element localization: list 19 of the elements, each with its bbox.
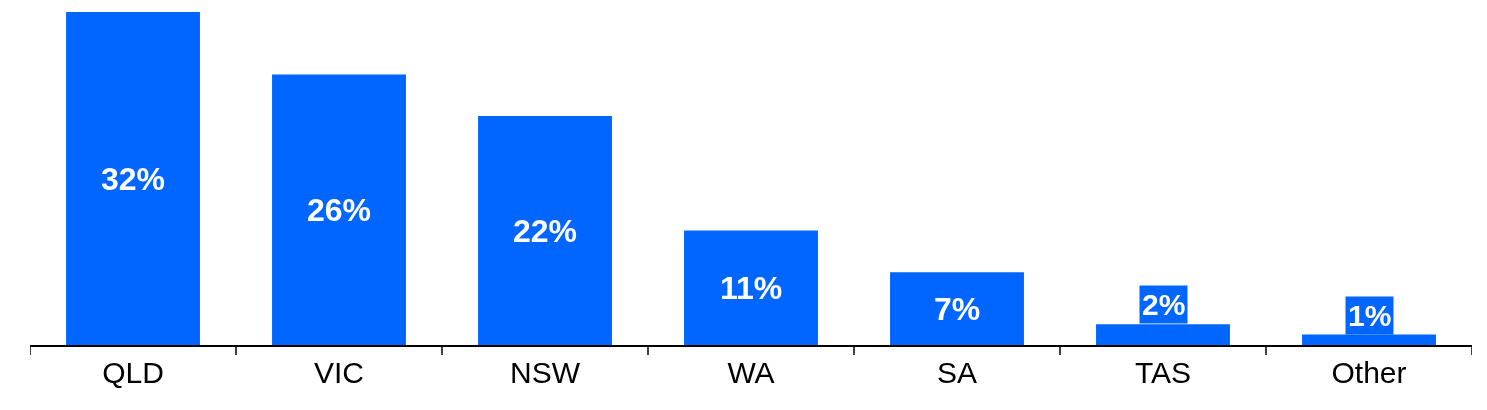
x-tick-label: WA	[727, 355, 775, 389]
x-tick-label: TAS	[1134, 355, 1192, 389]
bar	[684, 230, 818, 345]
data-label: 11%	[720, 270, 783, 306]
bar	[890, 272, 1024, 345]
x-tick-label: NSW	[510, 355, 581, 389]
bar	[478, 116, 612, 345]
x-tick-label: VIC	[313, 355, 365, 389]
data-label: 26%	[307, 192, 372, 228]
data-label: 7%	[934, 291, 981, 327]
data-label: 32%	[101, 161, 166, 197]
data-label: 1%	[1348, 299, 1392, 332]
bar	[272, 74, 406, 345]
data-label: 22%	[513, 213, 578, 249]
x-tick-label: Other	[1331, 355, 1407, 389]
data-label: 2%	[1142, 288, 1186, 321]
x-tick-label: SA	[936, 355, 978, 389]
x-tick-label: QLD	[102, 355, 164, 389]
bar	[66, 12, 200, 345]
